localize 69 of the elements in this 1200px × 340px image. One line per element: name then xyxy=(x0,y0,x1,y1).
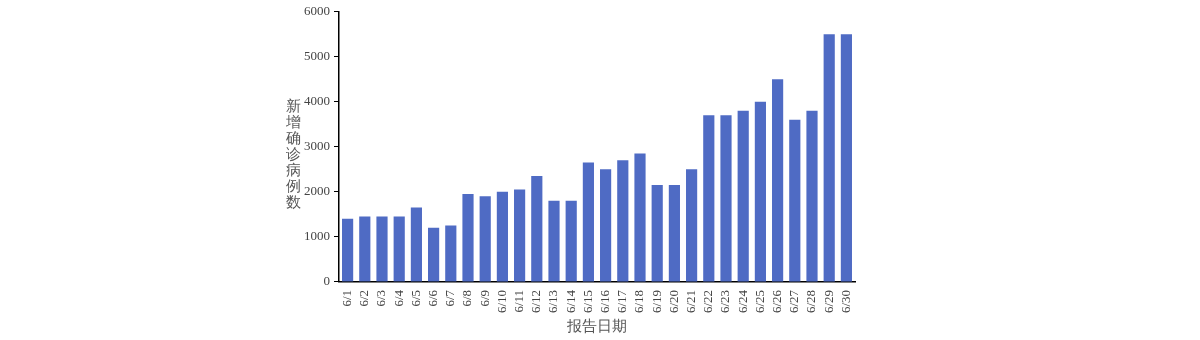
bar xyxy=(754,101,766,282)
x-tick-label: 6/10 xyxy=(493,289,509,314)
bar xyxy=(823,34,835,282)
x-tick-label: 6/2 xyxy=(356,289,372,307)
x-tick-label: 6/21 xyxy=(683,289,699,314)
bar xyxy=(514,189,526,282)
bar xyxy=(479,196,491,282)
bar xyxy=(617,160,629,282)
bar xyxy=(789,119,801,282)
x-tick-label: 6/30 xyxy=(837,289,853,314)
bar xyxy=(496,191,508,282)
x-tick-label: 6/28 xyxy=(803,289,819,314)
x-tick-label: 6/8 xyxy=(459,289,475,307)
y-tick-label: 0 xyxy=(323,273,330,289)
x-tick-label: 6/20 xyxy=(665,289,681,314)
y-tick-label: 1000 xyxy=(304,228,330,244)
bar xyxy=(531,176,543,282)
bar xyxy=(634,153,646,282)
y-tick-label: 3000 xyxy=(304,138,330,154)
y-tick-label: 5000 xyxy=(304,48,330,64)
x-tick-label: 6/29 xyxy=(820,289,836,314)
bar xyxy=(548,200,560,282)
x-tick-label: 6/6 xyxy=(425,289,441,307)
bar xyxy=(806,110,818,282)
x-tick-label: 6/16 xyxy=(597,289,613,314)
x-tick-label: 6/27 xyxy=(786,289,802,314)
x-tick-label: 6/14 xyxy=(562,289,578,314)
bar xyxy=(445,225,457,282)
bar xyxy=(359,216,371,282)
bar xyxy=(600,169,612,282)
x-tick-label: 6/23 xyxy=(717,289,733,314)
x-tick-label: 6/24 xyxy=(734,289,750,314)
bar xyxy=(376,216,388,282)
x-axis-title: 报告日期 xyxy=(566,317,627,334)
bar xyxy=(772,79,784,282)
x-tick-label: 6/11 xyxy=(511,289,527,313)
x-tick-label: 6/3 xyxy=(373,289,389,307)
x-tick-label: 6/4 xyxy=(390,289,406,307)
bar xyxy=(720,115,732,282)
bar xyxy=(840,34,852,282)
x-tick-label: 6/9 xyxy=(476,289,492,307)
bar xyxy=(668,185,680,282)
x-tick-label: 6/12 xyxy=(528,289,544,314)
bar xyxy=(462,194,474,282)
bar xyxy=(686,169,698,282)
x-tick-label: 6/1 xyxy=(339,289,355,307)
x-tick-label: 6/22 xyxy=(700,289,716,314)
x-tick-label: 6/19 xyxy=(648,289,664,314)
x-tick-label: 6/25 xyxy=(751,289,767,314)
bar xyxy=(410,207,422,282)
bar xyxy=(737,110,749,282)
bar xyxy=(582,162,594,282)
bar xyxy=(651,185,663,282)
x-tick-label: 6/26 xyxy=(769,289,785,314)
x-tick-label: 6/15 xyxy=(579,289,595,314)
bar xyxy=(565,200,577,282)
y-axis-title: 新增确诊病例数 xyxy=(284,98,302,210)
x-tick-label: 6/5 xyxy=(407,289,423,307)
y-tick-label: 4000 xyxy=(304,93,330,109)
bar xyxy=(703,115,715,282)
bar xyxy=(342,218,354,282)
x-tick-label: 6/7 xyxy=(442,289,458,307)
y-tick-label: 6000 xyxy=(304,3,330,19)
x-tick-label: 6/18 xyxy=(631,289,647,314)
bar xyxy=(393,216,405,282)
x-tick-label: 6/13 xyxy=(545,289,561,314)
x-tick-label: 6/17 xyxy=(614,289,630,314)
y-tick-label: 2000 xyxy=(304,183,330,199)
bar xyxy=(428,227,440,282)
